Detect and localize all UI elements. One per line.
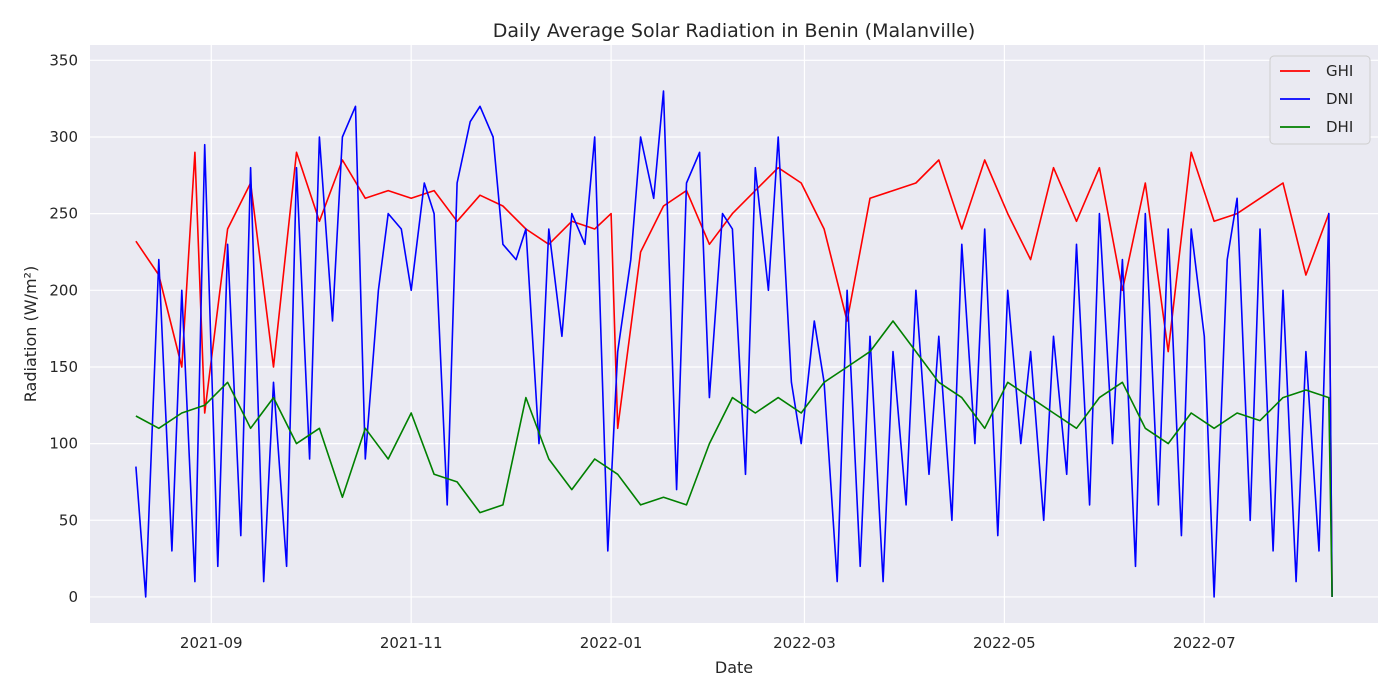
x-tick-label: 2022-07 [1173,634,1236,652]
legend-label-ghi: GHI [1326,62,1353,80]
x-tick-label: 2022-05 [973,634,1036,652]
plot-area [90,45,1378,623]
series-line-dni [135,90,1333,598]
x-axis-label: Date [715,658,753,677]
legend-label-dhi: DHI [1326,118,1353,136]
y-tick-label: 100 [49,435,78,453]
y-tick-label: 0 [68,588,78,606]
y-tick-label: 150 [49,358,78,376]
y-tick-label: 350 [49,51,78,69]
y-tick-label: 50 [59,511,78,529]
x-tick-label: 2022-03 [773,634,836,652]
legend-box [1269,55,1371,145]
x-tick-label: 2022-01 [580,634,643,652]
chart-title: Daily Average Solar Radiation in Benin (… [493,20,976,42]
series-group [135,90,1333,598]
y-tick-label: 200 [49,281,78,299]
x-tick-labels: 2021-09 2021-11 2022-01 2022-03 2022-05 2022-… [180,634,1236,652]
y-tick-labels: 0 50 100 150 200 250 300 350 [49,51,78,606]
y-tick-label: 250 [49,205,78,223]
y-axis-label: Radiation (W/m²) [21,266,40,402]
y-tick-label: 300 [49,128,78,146]
series-line-dhi [135,320,1333,597]
legend: GHI DNI DHI [1269,55,1371,145]
legend-label-dni: DNI [1326,90,1353,108]
x-tick-label: 2021-11 [380,634,443,652]
x-tick-label: 2021-09 [180,634,243,652]
